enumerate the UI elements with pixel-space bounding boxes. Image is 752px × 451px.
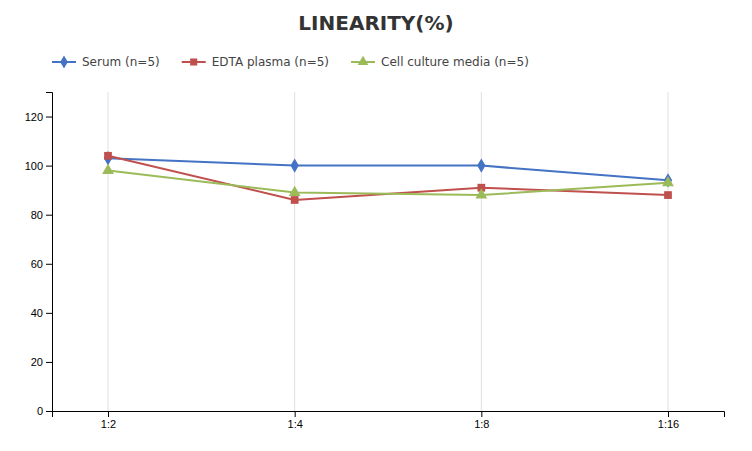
legend-label: EDTA plasma (n=5) <box>212 55 329 69</box>
x-tick-label: 1:16 <box>658 418 679 430</box>
y-tick-label: 60 <box>31 258 43 270</box>
y-axis: 0 20 40 60 80 100 120 <box>25 93 53 418</box>
x-tick: 1:8 <box>474 411 489 430</box>
x-tick-mark <box>668 411 669 417</box>
point <box>662 176 674 186</box>
x-tick: 1:2 <box>101 411 116 430</box>
x-tick-mark <box>295 411 296 417</box>
y-tick-label: 100 <box>25 160 43 172</box>
series-line <box>108 171 668 196</box>
legend: Serum (n=5) EDTA plasma (n=5) Cell culture… <box>52 55 529 69</box>
x-tick-mark <box>108 411 109 417</box>
series-line <box>108 158 668 180</box>
grid-line <box>668 92 669 411</box>
x-tick-label: 1:4 <box>288 418 303 430</box>
grid-line <box>481 92 482 411</box>
y-tick-label: 0 <box>37 405 43 417</box>
x-axis-line <box>53 412 725 418</box>
y-tick-mark <box>46 215 52 216</box>
x-tick-label: 1:2 <box>101 418 116 430</box>
y-tick: 40 <box>31 307 52 319</box>
legend-label: Cell culture media (n=5) <box>381 55 529 69</box>
x-tick: 1:16 <box>658 411 679 430</box>
y-tick-label: 40 <box>31 307 43 319</box>
y-tick: 60 <box>31 258 52 270</box>
legend-symbol <box>358 56 369 65</box>
y-tick-mark <box>46 264 52 265</box>
plot-area: 0 20 40 60 80 100 120 1:2 1:4 1:8 1:16 <box>25 92 725 430</box>
point <box>291 196 299 204</box>
y-tick-mark <box>46 411 52 412</box>
legend-item: Serum (n=5) <box>52 55 160 69</box>
y-tick: 100 <box>25 160 52 172</box>
point <box>102 164 114 174</box>
y-tick-mark <box>46 117 52 118</box>
point <box>475 188 487 198</box>
chart: 0 20 40 60 80 100 120 1:2 1:4 1:8 1:16 LINEARITY(%)… <box>0 0 752 451</box>
y-tick: 120 <box>25 111 52 123</box>
y-tick: 80 <box>31 209 52 221</box>
x-tick-mark <box>481 411 482 417</box>
series-line <box>108 156 668 200</box>
point <box>664 191 672 199</box>
y-tick: 20 <box>31 356 52 368</box>
point <box>289 186 301 196</box>
y-tick-label: 80 <box>31 209 43 221</box>
point <box>104 151 112 165</box>
y-tick-mark <box>46 313 52 314</box>
grid <box>108 92 668 411</box>
y-tick: 0 <box>37 405 52 417</box>
y-tick-mark <box>46 362 52 363</box>
point <box>477 158 485 172</box>
legend-label: Serum (n=5) <box>82 55 160 69</box>
y-tick-label: 120 <box>25 111 43 123</box>
grid-line <box>108 92 109 411</box>
legend-item: EDTA plasma (n=5) <box>182 55 329 69</box>
x-tick-label: 1:8 <box>474 418 489 430</box>
y-axis-line <box>46 93 53 412</box>
x-axis: 1:2 1:4 1:8 1:16 <box>53 411 725 430</box>
y-tick-mark <box>46 166 52 167</box>
x-tick: 1:4 <box>288 411 303 430</box>
y-tick-label: 20 <box>31 356 43 368</box>
series-group <box>102 151 674 204</box>
point <box>104 152 112 160</box>
legend-symbol <box>60 55 68 68</box>
grid-line <box>294 92 295 411</box>
legend-item: Cell culture media (n=5) <box>351 55 529 69</box>
point <box>291 158 299 172</box>
title: LINEARITY(%) <box>298 11 453 35</box>
legend-symbol <box>190 58 197 65</box>
